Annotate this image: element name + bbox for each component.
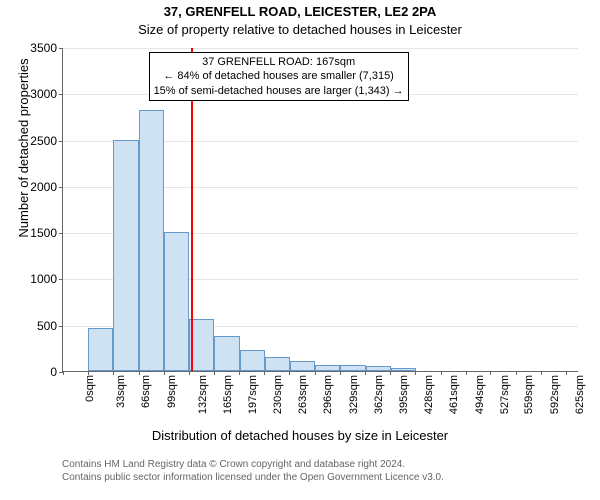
histogram-bar	[214, 336, 239, 371]
xtick-label: 99sqm	[166, 375, 178, 408]
gridline	[63, 48, 578, 49]
xtick-mark	[516, 371, 517, 375]
footer-attribution: Contains HM Land Registry data © Crown c…	[62, 458, 444, 484]
histogram-bar	[164, 232, 189, 371]
histogram-bar	[113, 140, 138, 371]
xtick-label: 165sqm	[222, 375, 234, 414]
histogram-bar	[290, 361, 315, 371]
xtick-mark	[466, 371, 467, 375]
xtick-label: 132sqm	[197, 375, 209, 414]
xtick-label: 329sqm	[348, 375, 360, 414]
xtick-label: 559sqm	[523, 375, 535, 414]
ytick-label: 500	[37, 319, 63, 333]
ytick-label: 2000	[30, 180, 63, 194]
xtick-mark	[113, 371, 114, 375]
xtick-label: 395sqm	[398, 375, 410, 414]
page-title-line2: Size of property relative to detached ho…	[0, 22, 600, 37]
xtick-label: 494sqm	[474, 375, 486, 414]
y-axis-label: Number of detached properties	[16, 0, 31, 310]
histogram-bar	[315, 365, 340, 371]
page-title-line1: 37, GRENFELL ROAD, LEICESTER, LE2 2PA	[0, 4, 600, 19]
annotation-line: 37 GRENFELL ROAD: 167sqm	[154, 55, 404, 69]
xtick-mark	[239, 371, 240, 375]
xtick-mark	[541, 371, 542, 375]
ytick-label: 3500	[30, 41, 63, 55]
ytick-label: 1000	[30, 272, 63, 286]
histogram-bar	[340, 365, 365, 371]
xtick-label: 625sqm	[574, 375, 586, 414]
xtick-mark	[139, 371, 140, 375]
xtick-mark	[315, 371, 316, 375]
ytick-label: 0	[50, 365, 63, 379]
histogram-bar	[391, 368, 416, 371]
xtick-mark	[441, 371, 442, 375]
annotation-line: 15% of semi-detached houses are larger (…	[154, 84, 404, 98]
xtick-label: 428sqm	[423, 375, 435, 414]
xtick-label: 296sqm	[322, 375, 334, 414]
histogram-bar	[189, 319, 214, 371]
xtick-mark	[189, 371, 190, 375]
xtick-mark	[164, 371, 165, 375]
ytick-label: 2500	[30, 134, 63, 148]
ytick-label: 1500	[30, 226, 63, 240]
xtick-label: 0sqm	[84, 375, 96, 402]
xtick-label: 592sqm	[549, 375, 561, 414]
histogram-bar	[88, 328, 113, 372]
xtick-mark	[264, 371, 265, 375]
xtick-label: 461sqm	[449, 375, 461, 414]
histogram-bar	[265, 357, 290, 371]
xtick-label: 66sqm	[140, 375, 152, 408]
ytick-label: 3000	[30, 87, 63, 101]
xtick-label: 33sqm	[115, 375, 127, 408]
xtick-mark	[63, 371, 64, 375]
xtick-mark	[88, 371, 89, 375]
annotation-box: 37 GRENFELL ROAD: 167sqm← 84% of detache…	[149, 52, 409, 101]
histogram-bar	[139, 110, 164, 371]
annotation-line: ← 84% of detached houses are smaller (7,…	[154, 69, 404, 83]
xtick-mark	[214, 371, 215, 375]
footer-line: Contains public sector information licen…	[62, 471, 444, 484]
xtick-mark	[490, 371, 491, 375]
xtick-label: 230sqm	[272, 375, 284, 414]
xtick-mark	[289, 371, 290, 375]
histogram-bar	[366, 366, 391, 371]
xtick-label: 197sqm	[247, 375, 259, 414]
xtick-mark	[415, 371, 416, 375]
xtick-label: 527sqm	[499, 375, 511, 414]
chart-plot-area: 05001000150020002500300035000sqm33sqm66s…	[62, 48, 578, 372]
xtick-mark	[566, 371, 567, 375]
histogram-bar	[240, 350, 265, 371]
xtick-mark	[390, 371, 391, 375]
xtick-label: 362sqm	[373, 375, 385, 414]
xtick-mark	[340, 371, 341, 375]
xtick-label: 263sqm	[297, 375, 309, 414]
x-axis-label: Distribution of detached houses by size …	[0, 428, 600, 443]
xtick-mark	[365, 371, 366, 375]
footer-line: Contains HM Land Registry data © Crown c…	[62, 458, 444, 471]
